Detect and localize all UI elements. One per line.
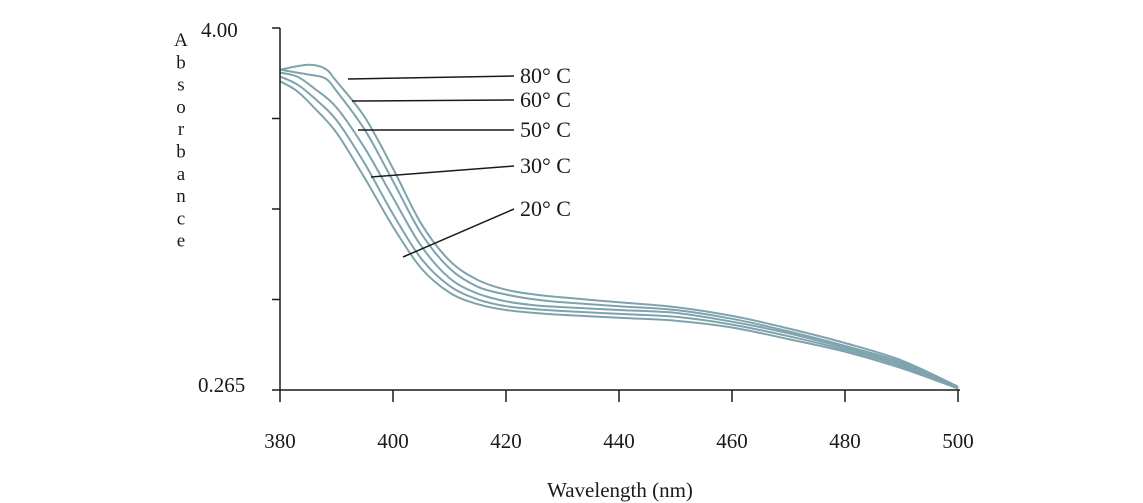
series-line — [279, 63, 959, 388]
x-axis-title: Wavelength (nm) — [547, 478, 693, 502]
y-axis-ticks — [272, 27, 280, 391]
y-axis-title-letter: n — [176, 186, 186, 207]
y-axis-title-letter: b — [176, 52, 186, 73]
x-tick-label: 440 — [603, 429, 635, 453]
series-line — [279, 71, 959, 389]
x-tick-label: 420 — [490, 429, 522, 453]
legend-label: 20° C — [520, 196, 571, 221]
y-axis-title-letter: r — [178, 119, 185, 140]
series-lines — [279, 63, 959, 390]
x-tick-label: 380 — [264, 429, 296, 453]
x-tick-label: 400 — [377, 429, 409, 453]
y-axis-title-letter: A — [174, 30, 188, 51]
legend-leader-line — [402, 208, 515, 258]
x-tick-label: 460 — [716, 429, 748, 453]
y-axis-title-letter: s — [177, 75, 184, 96]
x-axis-tick-labels: 380 400 420 440 460 480 500 — [264, 429, 974, 453]
series-line — [279, 75, 959, 390]
legend-label: 80° C — [520, 63, 571, 88]
y-axis-title-letter: a — [177, 164, 186, 185]
y-axis-title-letter: o — [176, 97, 186, 118]
legend-label: 50° C — [520, 117, 571, 142]
y-axis-title-letter: e — [177, 231, 185, 252]
x-axis-ticks — [279, 390, 959, 402]
x-tick-label: 480 — [829, 429, 861, 453]
series-line — [279, 68, 959, 389]
legend-leader-line — [347, 75, 515, 80]
legend-label: 30° C — [520, 153, 571, 178]
legend-leader-line — [370, 165, 515, 178]
legend-label: 60° C — [520, 87, 571, 112]
y-axis-title-letter: c — [177, 208, 185, 229]
series-line — [279, 80, 959, 390]
plot-area — [272, 27, 960, 402]
y-axis-title-letter: b — [176, 142, 186, 163]
legend-labels: 80° C60° C 50° C 30° C 20° C — [520, 63, 571, 221]
legend-leader-lines — [347, 75, 515, 258]
legend-leader-line — [351, 99, 515, 102]
y-axis-label-max: 4.00 — [201, 18, 238, 42]
x-tick-label: 500 — [942, 429, 974, 453]
y-axis-label-min: 0.265 — [198, 373, 245, 397]
